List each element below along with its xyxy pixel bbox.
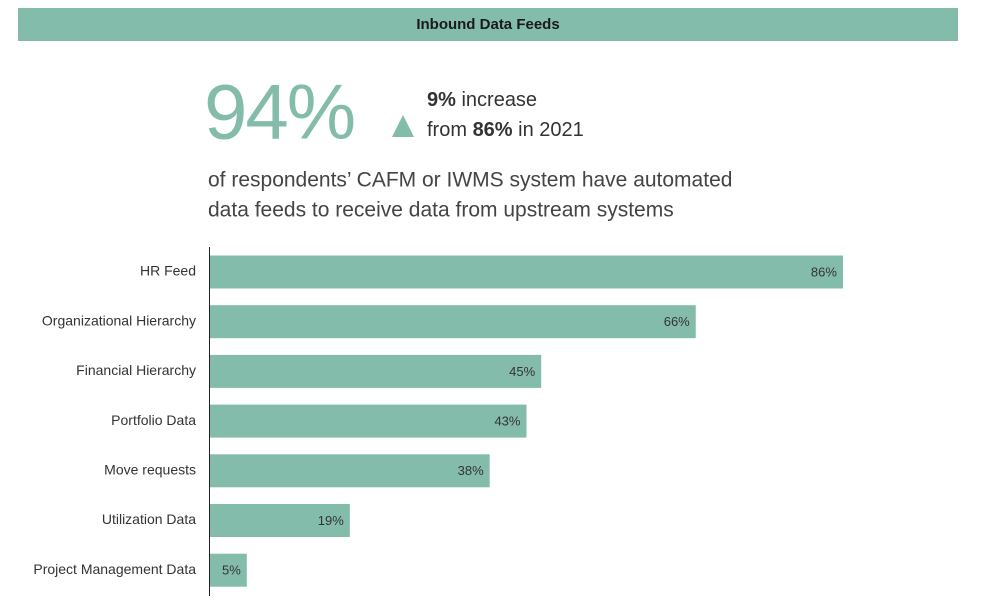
- header-title: Inbound Data Feeds: [416, 16, 559, 33]
- value-label: 43%: [494, 414, 520, 429]
- change: 9%: [427, 89, 456, 111]
- value-label: 38%: [458, 463, 484, 478]
- up-arrow: [392, 115, 414, 137]
- category-label: HR Feed: [140, 263, 196, 279]
- comparison: 86%: [473, 119, 513, 141]
- bar: [210, 354, 542, 388]
- category-label: Project Management Data: [33, 561, 196, 577]
- value-label: 5%: [222, 563, 241, 578]
- value-label: 19%: [318, 513, 344, 528]
- change-text: increase: [456, 89, 537, 111]
- bar: [210, 454, 490, 488]
- bar: [210, 305, 696, 339]
- bar: [210, 404, 527, 438]
- value-label: 45%: [509, 364, 535, 379]
- category-label: Portfolio Data: [111, 412, 196, 428]
- stat-value: 94%: [204, 68, 354, 156]
- bar: [210, 504, 350, 537]
- bar: [210, 255, 843, 289]
- description: data feeds to receive data from upstream…: [208, 199, 674, 222]
- comparison-prefix: from: [427, 119, 473, 141]
- value-label: 66%: [664, 314, 690, 329]
- description: of respondents’ CAFM or IWMS system have…: [208, 169, 732, 192]
- change-line: 9% increase: [427, 89, 537, 111]
- comparison-suffix: in 2021: [513, 119, 584, 141]
- value-label: 86%: [811, 264, 837, 279]
- category-label: Organizational Hierarchy: [42, 312, 196, 328]
- category-label: Financial Hierarchy: [76, 362, 196, 378]
- category-label: Move requests: [104, 462, 196, 478]
- header-bar: [18, 8, 958, 41]
- category-label: Utilization Data: [102, 511, 196, 527]
- comparison-line: from 86% in 2021: [427, 119, 584, 141]
- bar: [210, 553, 247, 587]
